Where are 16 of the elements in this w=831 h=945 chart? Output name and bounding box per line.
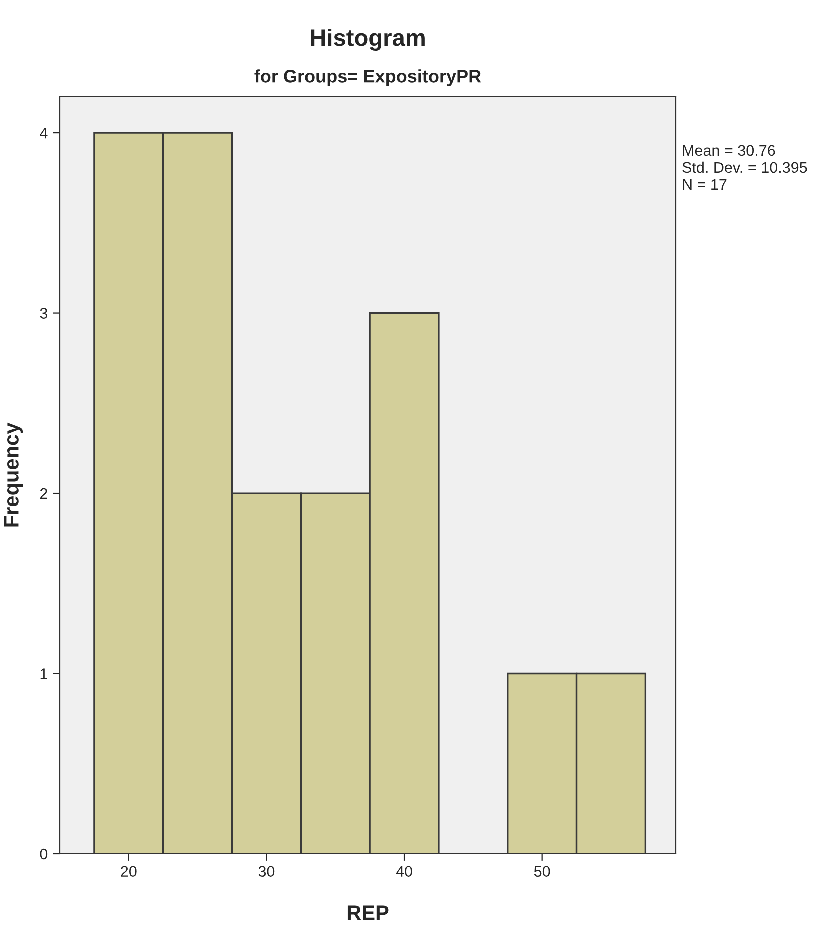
x-tick-label: 50 [534, 866, 550, 878]
chart-title: Histogram [311, 28, 425, 52]
y-tick-label: 3 [40, 308, 48, 319]
x-tick-label: 30 [258, 866, 275, 878]
text: Mean = 30.76 [683, 145, 776, 156]
chart-subtitle: for Groups= ExpositoryPR [254, 70, 482, 86]
y-axis-title: Frequency [4, 422, 24, 527]
x-tick-label: 40 [396, 866, 412, 878]
y-tick-label: 2 [40, 488, 48, 500]
y-tick-label: 1 [40, 668, 48, 680]
x-axis-title: REP [348, 906, 389, 920]
text: N = 17 [683, 179, 727, 190]
y-tick-label: 0 [40, 848, 48, 860]
text: Std. Dev. = 10.395 [682, 162, 808, 174]
x-tick-label: 20 [121, 866, 137, 878]
y-tick-label: 4 [40, 128, 48, 139]
